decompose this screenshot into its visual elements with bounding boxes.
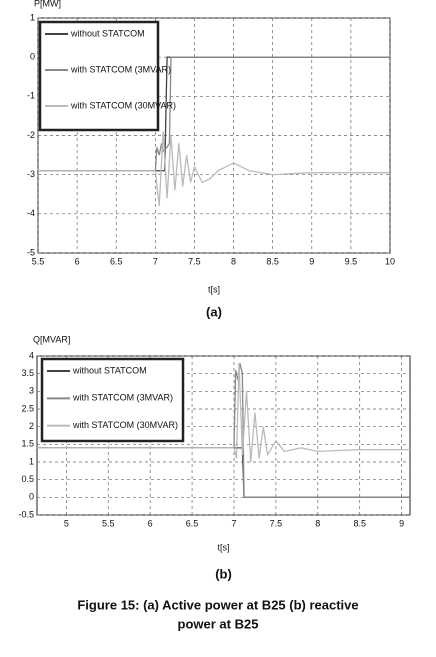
y-axis-label: P[MW] [34,0,61,8]
x-tick-label: 7.5 [188,256,201,266]
y-tick-label: -1 [27,91,35,101]
y-tick-label: 1 [30,12,35,22]
y-tick-label: -5 [27,247,35,257]
x-tick-label: 5.5 [32,256,45,266]
y-tick-label: 1 [29,456,34,466]
series-line [38,131,390,207]
x-tick-label: 7.5 [270,518,283,528]
x-tick-label: 9 [399,518,404,528]
legend-box [40,357,185,443]
x-tick-label: 7 [153,256,158,266]
caption-line: power at B25 [178,616,259,631]
x-tick-label: 8.5 [353,518,366,528]
caption-line: Figure 15: (a) Active power at B25 (b) r… [77,597,358,612]
x-tick-label: 5.5 [102,518,115,528]
y-tick-label: 3 [29,386,34,396]
legend-label: with STATCOM (3MVAR) [72,393,173,403]
y-tick-label: 0.5 [21,474,34,484]
y-tick-label: -3 [27,169,35,179]
x-tick-label: 6 [148,518,153,528]
y-tick-label: 0 [29,492,34,502]
y-tick-label: 1.5 [21,439,34,449]
x-tick-label: 8 [315,518,320,528]
x-tick-label: 6.5 [186,518,199,528]
y-axis-label: Q[MVAR] [33,334,70,344]
y-tick-label: 4 [29,350,34,360]
x-tick-label: 6.5 [110,256,123,266]
y-tick-label: -4 [27,208,35,218]
x-tick-label: 6 [75,256,80,266]
x-tick-label: 8 [231,256,236,266]
x-tick-label: 7 [231,518,236,528]
x-tick-label: 9 [309,256,314,266]
legend-box [38,20,160,132]
subcaption: (b) [215,566,232,581]
y-tick-label: 3.5 [21,368,34,378]
y-tick-label: 2 [29,421,34,431]
y-tick-label: 2.5 [21,403,34,413]
legend-label: with STATCOM (30MVAR) [70,100,176,110]
x-axis-label: t[s] [217,542,229,552]
x-tick-label: 5 [64,518,69,528]
series-line [37,363,410,463]
x-axis-label: t[s] [208,284,220,294]
y-tick-label: -2 [27,130,35,140]
x-tick-label: 9.5 [345,256,358,266]
legend-label: with STATCOM (3MVAR) [70,64,171,74]
y-tick-label: -0.5 [18,509,34,519]
legend-label: without STATCOM [72,365,147,375]
x-tick-label: 10 [385,256,395,266]
legend-label: without STATCOM [70,28,145,38]
x-tick-label: 8.5 [266,256,279,266]
legend-label: with STATCOM (30MVAR) [72,420,178,430]
y-tick-label: 0 [30,52,35,62]
subcaption: (a) [206,304,222,319]
